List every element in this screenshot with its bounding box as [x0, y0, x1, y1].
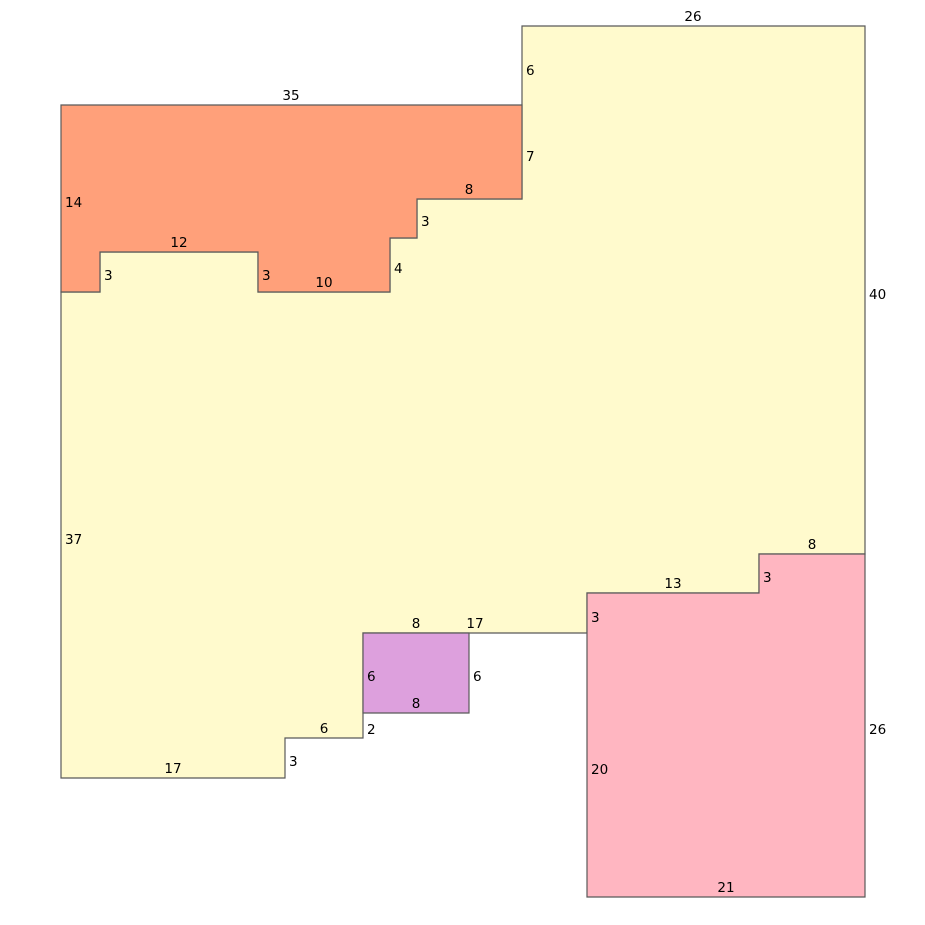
edge-label-4: 8 [465, 182, 474, 198]
edge-label-9: 3 [104, 268, 113, 284]
edge-label-6: 3 [421, 214, 430, 230]
edge-label-21: 6 [473, 669, 482, 685]
edge-label-14: 8 [808, 537, 817, 553]
edge-label-15: 3 [763, 570, 772, 586]
edge-label-10: 3 [262, 268, 271, 284]
edge-label-17: 3 [591, 610, 600, 626]
edge-label-26: 3 [289, 754, 298, 770]
edge-label-13: 37 [65, 532, 82, 548]
edge-label-11: 10 [315, 275, 332, 291]
edge-label-20: 6 [367, 669, 376, 685]
edge-label-18: 17 [466, 616, 483, 632]
edge-label-29: 21 [717, 880, 734, 896]
edge-label-19: 8 [412, 616, 421, 632]
edge-label-27: 17 [164, 761, 181, 777]
edge-label-25: 26 [869, 722, 886, 738]
edge-label-2: 35 [282, 88, 299, 104]
edge-label-16: 13 [664, 576, 681, 592]
edge-label-7: 12 [170, 235, 187, 251]
edge-label-24: 2 [367, 722, 376, 738]
edge-label-28: 20 [591, 762, 608, 778]
purple-rectangle [362, 632, 470, 714]
edge-label-0: 26 [684, 9, 701, 25]
edge-label-12: 40 [869, 287, 886, 303]
orange-polygon [60, 104, 523, 293]
edge-label-8: 4 [394, 261, 403, 277]
edge-label-3: 7 [526, 149, 535, 165]
edge-label-22: 8 [412, 696, 421, 712]
edge-label-5: 14 [65, 195, 82, 211]
edge-label-1: 6 [526, 63, 535, 79]
pink-polygon [586, 553, 866, 898]
edge-label-23: 6 [320, 721, 329, 737]
